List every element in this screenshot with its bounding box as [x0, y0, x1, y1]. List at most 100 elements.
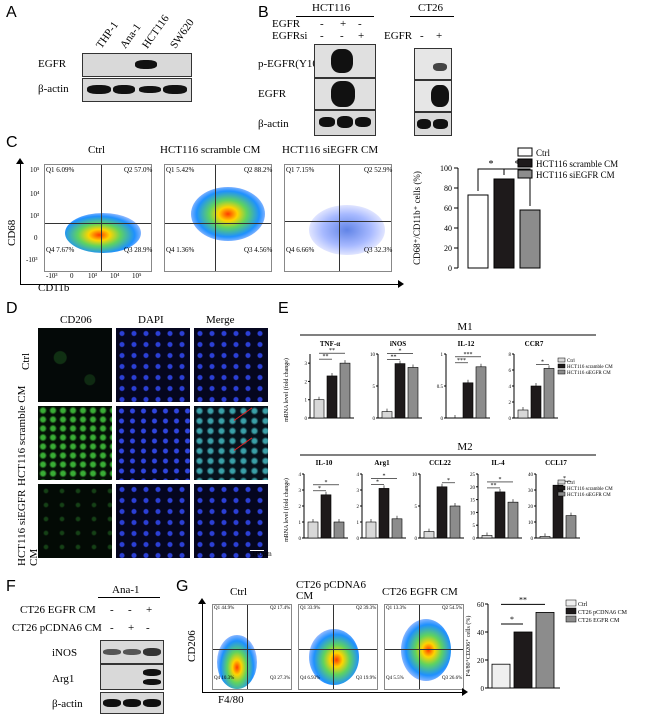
blot-band: [417, 119, 431, 129]
y-tick-label: 4: [509, 385, 512, 390]
row-label: HCT116 siEGFR CM: [16, 489, 40, 566]
row-label: EGFR: [258, 88, 287, 100]
axis-tick: 10⁴: [30, 190, 40, 198]
bar: [552, 484, 564, 539]
panel-label-c: C: [6, 134, 18, 151]
significance-mark: ***: [464, 352, 473, 358]
arrow-right-icon: [398, 280, 404, 288]
row-label: p-EGFR(Y1068): [258, 58, 333, 70]
nuclei: [116, 406, 190, 480]
significance-mark: *: [325, 480, 328, 486]
bar: [449, 505, 461, 539]
significance-mark: **: [329, 348, 335, 354]
y-tick-label: 20: [528, 505, 534, 510]
blot-band: [139, 86, 161, 93]
flow-density: [401, 619, 451, 681]
significance-mark: *: [399, 349, 402, 355]
axis-tick: 0: [34, 234, 38, 242]
fluorescence: [38, 484, 112, 558]
gate-line: [299, 649, 377, 650]
legend-label: CT26 EGFR CM: [578, 618, 620, 624]
western-blot-actin: [314, 110, 376, 136]
quadrant-label: Q3 4.56%: [244, 246, 273, 254]
micrograph-ctrl-merge: [194, 328, 268, 402]
bar: [320, 494, 332, 539]
western-blot-ct26-egfr: [414, 80, 452, 112]
axis-arrow-x: [20, 284, 400, 285]
section-title-m1: M1: [457, 321, 472, 333]
lane-label: THP-1: [94, 19, 122, 51]
gene-title: iNOS: [390, 340, 406, 348]
bar: [513, 631, 533, 689]
row-label: β-actin: [258, 118, 289, 130]
significance-mark: **: [323, 354, 329, 360]
micrograph-ctrl-dapi: [116, 328, 190, 402]
flow-density: [65, 213, 141, 253]
axis-tick: 0: [70, 272, 74, 280]
blot-band: [87, 85, 111, 94]
y-tick-label: 40: [528, 473, 534, 478]
panel-label-d: D: [6, 300, 18, 317]
micrograph-siegfr-merge: [194, 484, 268, 558]
fluorescence: [38, 328, 112, 402]
y-tick-label: 2: [299, 505, 302, 510]
bar: [381, 411, 393, 419]
legend-label: HCT116 scramble CM: [536, 159, 618, 169]
bar: [467, 194, 489, 269]
western-blot-actin: [100, 692, 164, 714]
blot-band: [331, 81, 355, 107]
bar: [543, 368, 555, 419]
blot-band: [113, 85, 135, 94]
legend-label: HCT116 siEGFR CM: [536, 170, 615, 180]
flow-plot-g-pcdna6: [298, 604, 378, 690]
lane-label: HCT116: [140, 12, 172, 51]
y-tick-label: 10: [470, 511, 476, 516]
bar: [493, 178, 515, 269]
axis-label-x: CD11b: [38, 282, 70, 294]
flow-plot-g-ctrl: [212, 604, 292, 690]
micrograph-siegfr-cd206: [38, 484, 112, 558]
legend-label: Ctrl: [578, 602, 588, 608]
bar: [481, 535, 493, 539]
y-tick-label: 2: [357, 505, 360, 510]
legend-swatch: [517, 158, 533, 168]
legend-swatch: [557, 479, 566, 485]
legend-swatch: [565, 607, 577, 615]
blot-band: [135, 60, 157, 69]
significance-mark: *: [510, 615, 514, 624]
condition-mark: -: [146, 622, 150, 634]
quadrant-label: Q2 52.9%: [364, 166, 393, 174]
legend-swatch: [565, 615, 577, 623]
condition-mark: +: [436, 30, 443, 42]
quadrant-label: Q2 39.3%: [356, 606, 377, 611]
bar-charts-e: M1 M2 mRNA level (fold change) mRNA level (…: [283, 321, 613, 542]
quadrant-label: Q3 32.3%: [364, 246, 393, 254]
bar: [565, 515, 577, 539]
condition-mark: -: [358, 18, 362, 30]
condition-mark: -: [320, 30, 324, 42]
row-label: β-actin: [38, 83, 69, 95]
significance-mark: **: [519, 595, 527, 604]
nuclei: [194, 328, 268, 402]
legend-label: Ctrl: [536, 148, 551, 158]
blot-title: CT26: [418, 2, 444, 14]
axis-arrow-y: [202, 602, 203, 692]
row-label: EGFR: [38, 58, 67, 70]
title-line: [98, 597, 160, 598]
legend-swatch: [517, 147, 533, 157]
blot-band: [355, 117, 371, 127]
y-tick-label: 0: [448, 264, 452, 273]
arrow-up-icon: [16, 158, 24, 164]
gate-line: [385, 649, 463, 650]
blot-band: [319, 117, 335, 127]
y-tick-label: 2: [305, 380, 308, 385]
y-tick-label: 0: [441, 417, 444, 422]
gene-title: CCL17: [545, 459, 567, 467]
y-tick-label: 1: [357, 521, 360, 526]
y-tick-label: 3: [305, 362, 308, 367]
legend-swatch: [557, 363, 566, 369]
bar: [491, 663, 511, 689]
panel-label-f: F: [6, 578, 16, 595]
quadrant-label: Q4 6.93%: [300, 676, 321, 681]
quadrant-label: Q1 33.9%: [300, 606, 321, 611]
